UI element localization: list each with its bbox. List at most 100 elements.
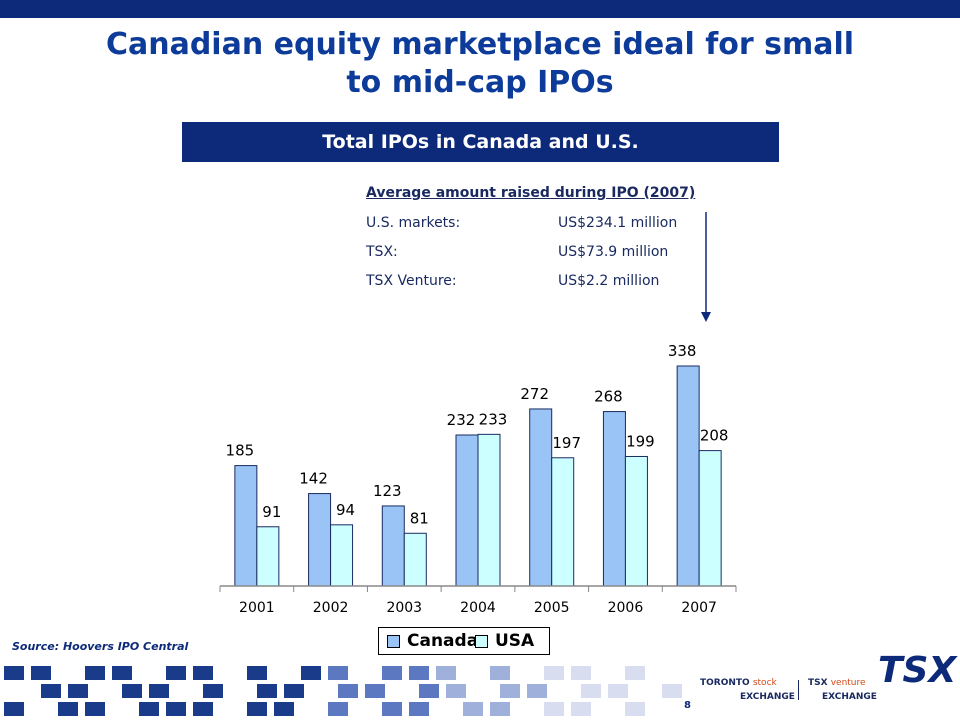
mosaic-square (544, 702, 564, 716)
legend-label-canada: Canada (407, 631, 479, 651)
mosaic-square (500, 684, 520, 698)
mosaic-square (608, 684, 628, 698)
mosaic-square (284, 684, 304, 698)
mosaic-square (193, 702, 213, 716)
data-label-canada-2004: 232 (447, 411, 476, 429)
mosaic-square (4, 666, 24, 680)
info-label: U.S. markets: (366, 215, 461, 231)
mosaic-square (257, 684, 277, 698)
top-bar (0, 0, 960, 18)
mosaic-square (193, 666, 213, 680)
tsx-venture-exchange-logo: TSX venture (808, 678, 866, 688)
x-tick-label-2007: 2007 (681, 600, 717, 616)
mosaic-square (274, 702, 294, 716)
mosaic-square (409, 666, 429, 680)
source-note: Source: Hoovers IPO Central (12, 640, 189, 653)
mosaic-square (446, 684, 466, 698)
info-value: US$234.1 million (558, 215, 678, 231)
mosaic-square (112, 666, 132, 680)
logo-tsx-text: TSX (808, 678, 828, 688)
page-number: 8 (684, 700, 691, 711)
bar-usa-2001 (256, 526, 280, 587)
x-tick-label-2003: 2003 (386, 600, 422, 616)
data-label-canada-2003: 123 (373, 482, 402, 500)
data-label-usa-2005: 197 (552, 434, 581, 452)
chart-legend: Canada USA (378, 627, 550, 655)
mosaic-square (203, 684, 223, 698)
legend-swatch-usa (475, 635, 488, 648)
mosaic-square (581, 684, 601, 698)
mosaic-square (571, 702, 591, 716)
mosaic-square (4, 702, 24, 716)
mosaic-square (662, 684, 682, 698)
mosaic-square (31, 666, 51, 680)
mosaic-square (544, 666, 564, 680)
bar-usa-2002 (330, 524, 354, 587)
logo-divider (798, 680, 799, 700)
mosaic-square (85, 666, 105, 680)
data-label-usa-2003: 81 (410, 509, 429, 527)
data-label-usa-2004: 233 (479, 410, 508, 428)
info-heading: Average amount raised during IPO (2007) (366, 185, 696, 201)
bar-usa-2003 (403, 532, 427, 587)
info-value: US$73.9 million (558, 244, 669, 260)
data-label-canada-2002: 142 (299, 470, 328, 488)
logo-toronto-text: TORONTO (700, 678, 750, 688)
data-label-usa-2002: 94 (336, 501, 355, 519)
legend-label-usa: USA (495, 631, 535, 651)
mosaic-square (527, 684, 547, 698)
mosaic-square (328, 666, 348, 680)
bar-canada-2005 (529, 408, 553, 587)
mosaic-square (625, 666, 645, 680)
mosaic-square (85, 702, 105, 716)
decorative-square-mosaic (4, 666, 682, 716)
mosaic-square (139, 702, 159, 716)
bar-usa-2007 (698, 450, 722, 587)
bar-usa-2005 (551, 457, 575, 587)
mosaic-square (247, 666, 267, 680)
mosaic-square (149, 684, 169, 698)
data-label-canada-2007: 338 (668, 342, 697, 360)
mosaic-square (122, 684, 142, 698)
mosaic-square (382, 702, 402, 716)
mosaic-square (382, 666, 402, 680)
bar-canada-2001 (234, 465, 258, 587)
ipo-average-info: Average amount raised during IPO (2007) … (366, 185, 766, 302)
data-label-usa-2007: 208 (700, 427, 729, 445)
info-row-tsx-venture: TSX Venture: US$2.2 million (366, 273, 766, 302)
mosaic-square (419, 684, 439, 698)
mosaic-square (490, 666, 510, 680)
mosaic-square (625, 702, 645, 716)
logo-exchange-text-2: EXCHANGE (822, 692, 877, 702)
slide-title: Canadian equity marketplace ideal for sm… (20, 26, 940, 102)
x-tick-label-2002: 2002 (313, 600, 349, 616)
mosaic-square (571, 666, 591, 680)
mosaic-square (68, 684, 88, 698)
mosaic-square (338, 684, 358, 698)
info-label: TSX: (366, 244, 398, 260)
mosaic-square (301, 666, 321, 680)
x-tick-label-2005: 2005 (534, 600, 570, 616)
bar-canada-2004 (455, 434, 479, 587)
mosaic-square (41, 684, 61, 698)
legend-swatch-canada (387, 635, 400, 648)
tsx-logo-mark: TSX (878, 650, 957, 691)
data-label-canada-2006: 268 (594, 388, 623, 406)
data-label-canada-2001: 185 (226, 442, 255, 460)
logo-stock-text: stock (752, 678, 777, 688)
slide-title-line-1: Canadian equity marketplace ideal for sm… (105, 27, 855, 62)
bar-usa-2006 (624, 455, 648, 587)
mosaic-square (328, 702, 348, 716)
bar-canada-2003 (381, 505, 405, 587)
x-tick-label-2004: 2004 (460, 600, 496, 616)
mosaic-square (365, 684, 385, 698)
x-tick-label-2001: 2001 (239, 600, 275, 616)
info-label: TSX Venture: (366, 273, 457, 289)
mosaic-square (166, 666, 186, 680)
mosaic-square (247, 702, 267, 716)
data-label-canada-2005: 272 (520, 385, 549, 403)
toronto-stock-exchange-logo: TORONTO stock (700, 678, 777, 688)
bar-canada-2007 (676, 365, 700, 587)
slide-title-line-2: to mid-cap IPOs (346, 65, 614, 100)
